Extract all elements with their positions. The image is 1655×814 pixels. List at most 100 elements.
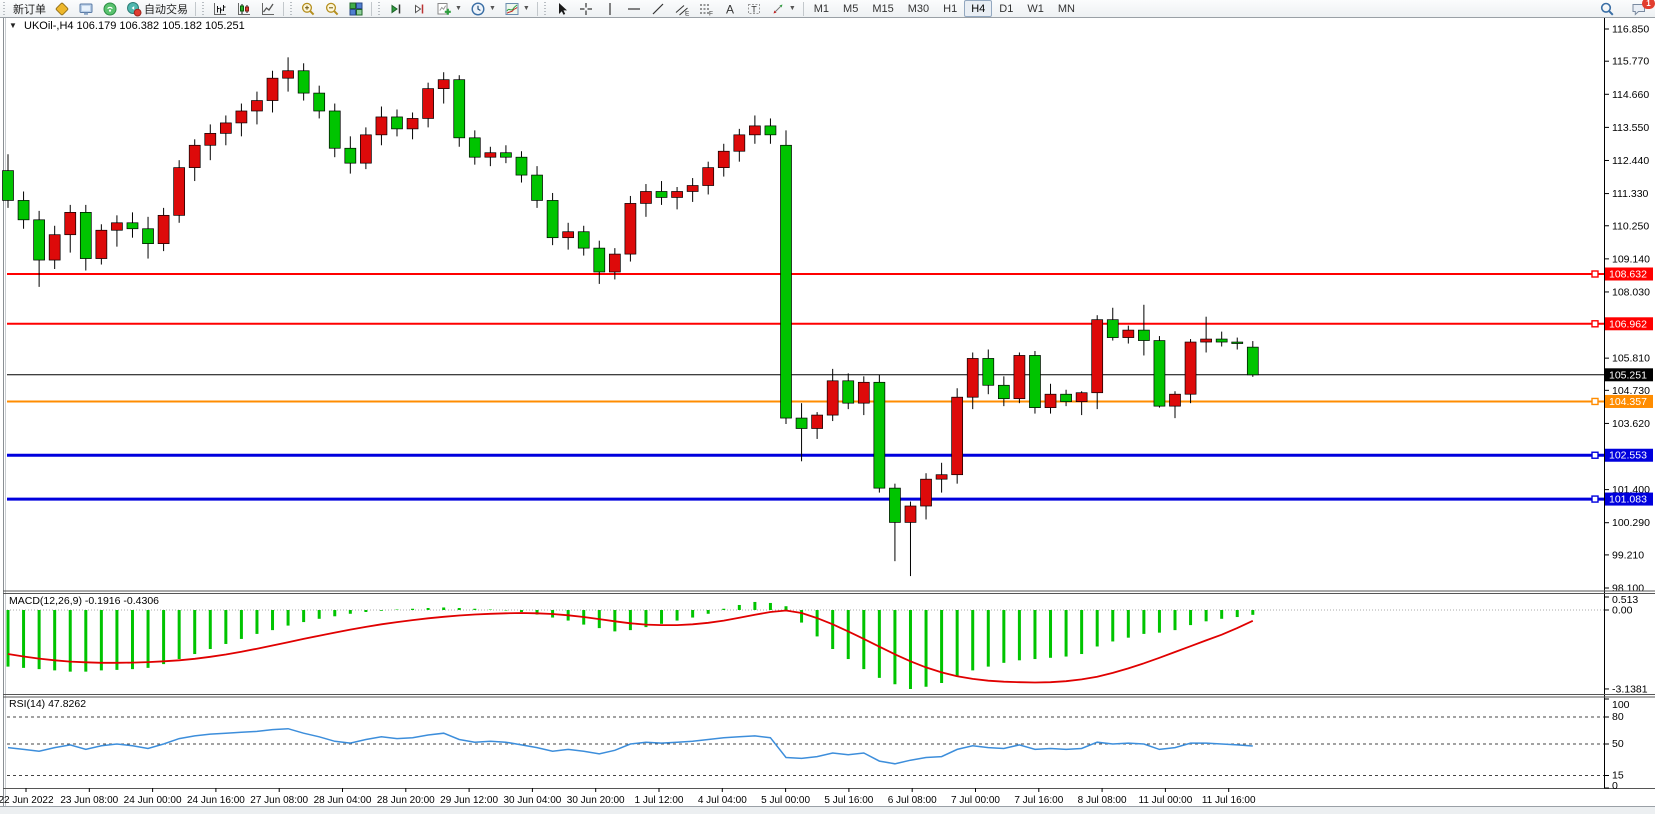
channel-button[interactable]: E <box>670 0 694 18</box>
timeframe-d1-button[interactable]: D1 <box>999 2 1014 15</box>
macd-signal-line <box>7 609 1254 684</box>
monitor-button[interactable] <box>74 0 98 18</box>
timeframe-w1-button[interactable]: W1 <box>1027 2 1044 15</box>
time-axis-label: 11 Jul 16:00 <box>1202 795 1256 806</box>
toolbar-drag-handle[interactable] <box>542 2 548 15</box>
candle <box>500 145 512 164</box>
crosshair-button[interactable] <box>574 0 598 18</box>
signal-button[interactable] <box>98 0 122 18</box>
candle-body <box>951 396 964 476</box>
hline-handle-104.357[interactable] <box>1591 397 1599 406</box>
candle <box>484 146 497 167</box>
channel-icon: E <box>675 4 690 17</box>
candle-body <box>1215 338 1228 343</box>
chart-canvas[interactable]: 116.850 115.770 114.660 113.550 112.440 111.3… <box>0 17 1655 814</box>
candle <box>1231 337 1244 350</box>
notifications-button[interactable]: 1 <box>1627 0 1655 18</box>
hline-handle-102.553[interactable] <box>1591 451 1599 459</box>
chevron-down-icon[interactable]: ▼ <box>522 5 530 12</box>
price-tick-label: 115.770 <box>1612 56 1649 68</box>
time-axis-label: 29 Jun 12:00 <box>440 795 498 806</box>
candle <box>702 161 715 195</box>
candle <box>235 103 248 137</box>
candle-body <box>608 253 621 273</box>
toolbar-drag-handle[interactable] <box>201 2 206 15</box>
autotrade-button-label: 自动交易 <box>144 3 188 16</box>
candle-body <box>360 134 372 164</box>
chevron-down-icon[interactable]: ▼ <box>455 5 462 12</box>
zoom-out-button[interactable] <box>320 0 344 18</box>
candle-body <box>1200 338 1212 343</box>
auto-scroll-button[interactable] <box>384 0 408 18</box>
candle <box>1075 391 1088 416</box>
new-order-button[interactable]: 新订单 <box>9 0 50 18</box>
price-tag-box <box>1605 394 1653 408</box>
zoom-in-button[interactable] <box>296 0 320 18</box>
candle-body <box>1231 341 1244 344</box>
templates-button[interactable]: ▼ <box>500 0 534 18</box>
search-button[interactable] <box>1595 0 1619 18</box>
price-tick-label: 103.620 <box>1612 418 1650 430</box>
vline-button[interactable] <box>598 0 622 18</box>
time-axis-label: 4 Jul 04:00 <box>698 795 747 806</box>
line-chart-button[interactable] <box>256 0 280 18</box>
text-label-button[interactable]: T <box>742 0 766 18</box>
zoom-out-icon <box>325 2 339 15</box>
gold-diamond-button[interactable] <box>50 0 74 18</box>
timeframe-h1-button[interactable]: H1 <box>943 2 958 15</box>
time-axis-label: 8 Jul 08:00 <box>1078 795 1127 806</box>
candle <box>671 187 683 210</box>
timeframe-m15-button[interactable]: M15 <box>872 2 894 15</box>
candle <box>873 374 886 493</box>
candle-body <box>562 231 575 239</box>
hline-handle-106.962[interactable] <box>1591 320 1599 328</box>
cursor-button[interactable] <box>550 0 574 18</box>
clock-icon <box>471 1 485 16</box>
toolbar-separator <box>536 1 538 16</box>
candlestick-button[interactable] <box>232 0 256 18</box>
candle-body <box>982 358 995 386</box>
arrows-button[interactable]: ▼ <box>766 0 800 18</box>
hline-handle-101.083[interactable] <box>1591 495 1599 503</box>
bar-chart-button[interactable] <box>208 0 232 18</box>
candle-body <box>546 200 559 239</box>
timeframe-mn-button[interactable]: MN <box>1057 2 1075 15</box>
step-single-icon <box>415 4 424 13</box>
chevron-down-icon[interactable]: ▼ <box>488 5 496 12</box>
new-chart-button[interactable]: ▼ <box>432 0 466 18</box>
rsi-tick-label: 0 <box>1612 780 1618 792</box>
candle-body <box>391 116 403 130</box>
toolbar-drag-handle[interactable] <box>2 2 7 15</box>
candle-body <box>235 110 248 124</box>
fibonacci-button[interactable]: F <box>694 0 718 18</box>
svg-text:A: A <box>726 2 734 16</box>
chart-background[interactable] <box>0 17 1655 814</box>
toolbar-drag-handle[interactable] <box>377 2 382 15</box>
toolbar-separator <box>371 1 372 16</box>
text-button[interactable]: A <box>718 0 742 18</box>
chevron-down-icon[interactable]: ▼ <box>788 5 796 12</box>
chart-collapse-icon[interactable]: ▼ <box>9 21 17 30</box>
period-button[interactable]: ▼ <box>466 0 500 18</box>
trendline-button[interactable] <box>646 0 670 18</box>
candle <box>266 70 279 113</box>
hline-button[interactable] <box>622 0 646 18</box>
timeframe-m30-button[interactable]: M30 <box>907 2 930 15</box>
timeframe-m5-button[interactable]: M5 <box>843 2 859 15</box>
rsi-tick-label: 15 <box>1612 770 1624 782</box>
hline-handle-108.632[interactable] <box>1591 270 1599 278</box>
price-tag-label: 105.251 <box>1609 369 1647 381</box>
price-tag-box <box>1605 317 1653 331</box>
candle <box>1029 350 1041 414</box>
candle-body <box>640 191 652 204</box>
candle-body <box>655 191 668 198</box>
timeframe-m1-button[interactable]: M1 <box>813 2 830 15</box>
chart-shift-button[interactable] <box>408 0 432 18</box>
toolbar-drag-handle[interactable] <box>289 2 294 15</box>
autotrade-button[interactable]: 自动交易 <box>122 0 192 18</box>
candle <box>328 103 341 158</box>
tile-windows-button[interactable] <box>344 0 368 18</box>
candle <box>842 373 855 410</box>
timeframe-h4-button[interactable]: H4 <box>964 0 993 17</box>
text-icon: A <box>726 2 734 16</box>
